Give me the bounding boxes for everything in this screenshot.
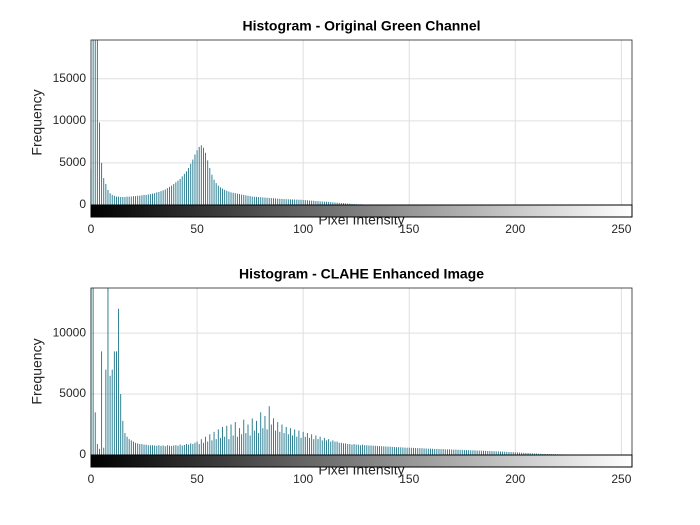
y-axis-label: Frequency xyxy=(29,89,45,155)
y-tick-label: 10000 xyxy=(53,113,87,127)
x-tick-label: 150 xyxy=(399,222,419,236)
y-tick-label: 10000 xyxy=(53,325,87,339)
x-tick-label: 250 xyxy=(611,472,631,486)
x-tick-label: 0 xyxy=(88,222,95,236)
x-tick-label: 100 xyxy=(293,222,313,236)
y-tick-label: 0 xyxy=(79,447,86,461)
y-tick-label: 5000 xyxy=(59,155,86,169)
x-tick-label: 200 xyxy=(505,222,525,236)
colorbar xyxy=(90,204,633,218)
x-tick-label: 150 xyxy=(399,472,419,486)
x-tick-label: 0 xyxy=(88,472,95,486)
colorbar xyxy=(90,454,633,468)
chart-title: Histogram - Original Green Channel xyxy=(242,18,480,34)
x-tick-label: 50 xyxy=(190,222,204,236)
x-tick-label: 50 xyxy=(190,472,204,486)
y-tick-label: 5000 xyxy=(59,386,86,400)
x-tick-label: 100 xyxy=(293,472,313,486)
y-tick-label: 15000 xyxy=(53,71,87,85)
plot-area xyxy=(91,288,632,455)
y-axis-label: Frequency xyxy=(29,338,45,404)
y-tick-label: 0 xyxy=(79,197,86,211)
x-tick-label: 200 xyxy=(505,472,525,486)
plot-area xyxy=(91,40,632,205)
x-tick-label: 250 xyxy=(611,222,631,236)
chart-title: Histogram - CLAHE Enhanced Image xyxy=(239,266,484,282)
